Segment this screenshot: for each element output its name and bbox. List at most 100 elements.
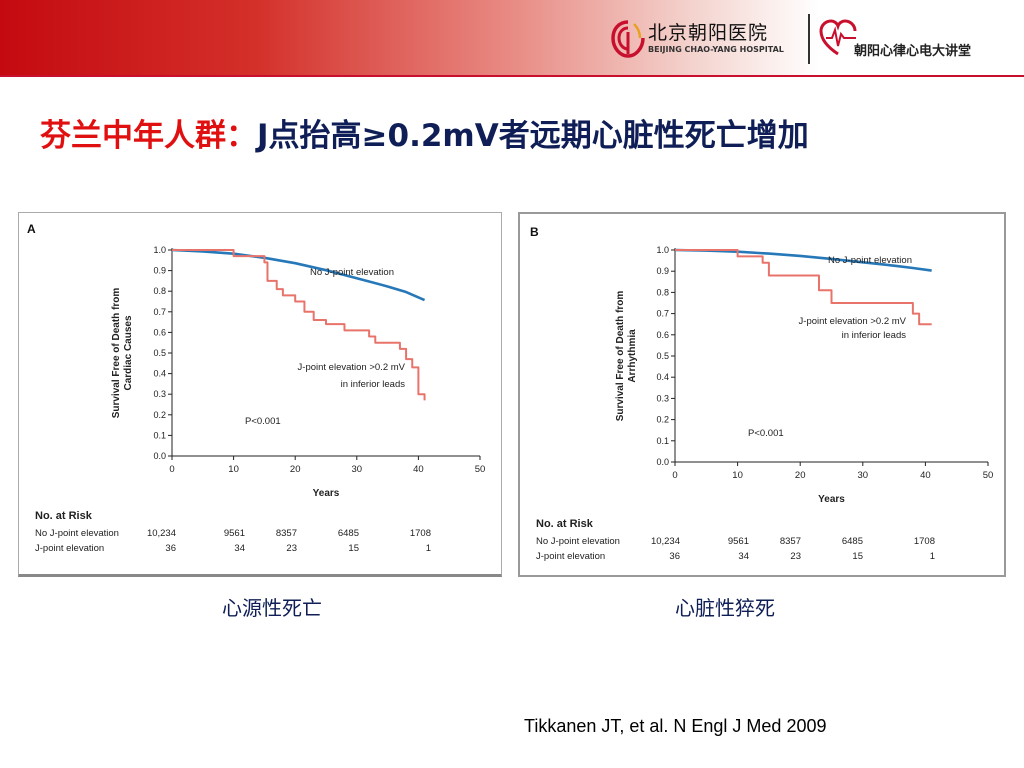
series-label-no-j-elevation: No J-point elevation — [828, 255, 912, 266]
risk-table-cell: 36 — [669, 551, 680, 562]
x-tick-label: 0 — [672, 470, 677, 481]
series-line-no-j-elevation — [674, 248, 932, 272]
risk-table-cell: 9561 — [224, 528, 245, 539]
x-axis-label: Years — [818, 494, 845, 505]
series-label-j-elevation-line1: J-point elevation >0.2 mV — [298, 362, 406, 373]
y-tick-label: 0.2 — [153, 410, 166, 420]
y-tick-label: 1.0 — [656, 245, 669, 255]
risk-table-cell: 10,234 — [651, 536, 680, 547]
panel-letter: A — [27, 222, 36, 236]
y-tick-label: 0.5 — [656, 351, 669, 361]
y-tick-label: 0.3 — [153, 389, 166, 399]
heart-ecg-logo-icon — [819, 19, 857, 56]
x-tick-label: 20 — [290, 464, 301, 475]
slide-title: 芬兰中年人群：J点抬高≥0.2mV者远期心脏性死亡增加 — [40, 110, 809, 155]
y-axis-label: Survival Free of Death fromCardiac Cause… — [111, 288, 134, 419]
risk-table-cell: 8357 — [276, 528, 297, 539]
x-tick-label: 50 — [475, 464, 486, 475]
series-line-no-j-elevation — [171, 248, 426, 302]
x-tick-label: 30 — [352, 464, 363, 475]
y-tick-label: 0.4 — [656, 372, 669, 382]
caption-sudden-death: 心脏性猝死 — [675, 596, 775, 620]
y-tick-label: 0.8 — [153, 286, 166, 296]
risk-table-cell: 1708 — [914, 536, 935, 547]
risk-table-cell: 10,234 — [147, 528, 176, 539]
y-axis-label-line: Arrhythmia — [627, 329, 638, 383]
hospital-logo: 北京朝阳医院 BEIJING CHAO-YANG HOSPITAL — [610, 16, 810, 62]
series-label-j-elevation-line1: J-point elevation >0.2 mV — [799, 316, 907, 327]
risk-table-cell: 34 — [738, 551, 749, 562]
y-axis-label-line: Survival Free of Death from — [111, 288, 122, 419]
chart-a-svg: A 0.0 0.1 0.2 0.3 0.4 0.5 0.6 0.7 0.8 0.9 1.0 0 10 20 3… — [27, 222, 486, 554]
risk-table-cell: 15 — [348, 543, 359, 554]
x-tick-label: 40 — [413, 464, 424, 475]
x-tick-label: 30 — [858, 470, 869, 481]
series-line-j-elevation — [172, 249, 426, 401]
risk-table-cell: 23 — [286, 543, 297, 554]
y-tick-label: 0.7 — [153, 307, 166, 317]
risk-table-cell: 23 — [790, 551, 801, 562]
slide-title-red: 芬兰中年人群： — [40, 118, 257, 154]
y-tick-label: 0.0 — [153, 451, 166, 461]
y-tick-label: 0.6 — [153, 327, 166, 337]
series-label-j-elevation-line2: in inferior leads — [341, 379, 406, 390]
p-value-annotation: P<0.001 — [748, 428, 784, 439]
hospital-logo-icon — [611, 20, 645, 58]
y-tick-label: 0.0 — [656, 457, 669, 467]
panel-letter: B — [530, 225, 539, 239]
caption-cardiac-death: 心源性死亡 — [222, 596, 322, 620]
x-tick-label: 10 — [732, 470, 743, 481]
y-tick-label: 0.9 — [656, 266, 669, 276]
risk-table-title: No. at Risk — [35, 510, 93, 522]
x-tick-label: 10 — [228, 464, 239, 475]
y-tick-label: 0.4 — [153, 369, 166, 379]
series-label-no-j-elevation: No J-point elevation — [310, 267, 394, 278]
y-tick-label: 0.2 — [656, 415, 669, 425]
risk-table-row-label: J-point elevation — [35, 543, 104, 554]
risk-table-cell: 1 — [426, 543, 431, 554]
y-tick-label: 1.0 — [153, 245, 166, 255]
risk-table-cell: 15 — [852, 551, 863, 562]
risk-table-cell: 1708 — [410, 528, 431, 539]
series-label-j-elevation-line2: in inferior leads — [842, 330, 907, 341]
y-axis-label-line: Cardiac Causes — [123, 315, 134, 390]
x-tick-label: 50 — [983, 470, 994, 481]
p-value-annotation: P<0.001 — [245, 416, 281, 427]
risk-table-cell: 6485 — [842, 536, 863, 547]
hospital-name-cn: 北京朝阳医院 — [648, 22, 769, 44]
risk-table-row-label: No J-point elevation — [536, 536, 620, 547]
y-axis-label-line: Survival Free of Death from — [615, 291, 626, 422]
x-tick-label: 0 — [169, 464, 174, 475]
lecture-logo: 朝阳心律心电大讲堂 — [818, 16, 1018, 62]
risk-table-cell: 6485 — [338, 528, 359, 539]
chart-panel-a: A 0.0 0.1 0.2 0.3 0.4 0.5 0.6 0.7 0.8 0.9 1.0 0 10 20 3… — [18, 212, 502, 577]
reference-citation: Tikkanen JT, et al. N Engl J Med 2009 — [524, 716, 827, 736]
x-axis-label: Years — [313, 488, 340, 499]
risk-table-cell: 34 — [234, 543, 245, 554]
logo-separator — [808, 14, 810, 64]
chart-panel-b: B 0.0 0.1 0.2 0.3 0.4 0.5 0.6 0.7 0.8 0.9 1.0 0 10 20 3… — [518, 212, 1006, 577]
y-tick-label: 0.1 — [153, 430, 166, 440]
y-tick-label: 0.8 — [656, 287, 669, 297]
y-tick-label: 0.6 — [656, 330, 669, 340]
y-tick-label: 0.5 — [153, 348, 166, 358]
series-line-j-elevation — [675, 249, 932, 326]
header-divider — [0, 75, 1024, 77]
risk-table-row-label: J-point elevation — [536, 551, 605, 562]
y-tick-label: 0.3 — [656, 393, 669, 403]
risk-table-row-label: No J-point elevation — [35, 528, 119, 539]
hospital-name-en: BEIJING CHAO-YANG HOSPITAL — [648, 45, 784, 54]
y-tick-label: 0.1 — [656, 436, 669, 446]
y-axis-label: Survival Free of Death fromArrhythmia — [615, 291, 638, 422]
risk-table-cell: 8357 — [780, 536, 801, 547]
slide-title-blue: J点抬高≥0.2mV者远期心脏性死亡增加 — [257, 118, 809, 154]
chart-b-svg: B 0.0 0.1 0.2 0.3 0.4 0.5 0.6 0.7 0.8 0.9 1.0 0 10 20 3… — [530, 225, 994, 562]
risk-table-title: No. at Risk — [536, 518, 594, 530]
y-tick-label: 0.7 — [656, 309, 669, 319]
lecture-name: 朝阳心律心电大讲堂 — [854, 44, 972, 59]
risk-table-cell: 9561 — [728, 536, 749, 547]
y-tick-label: 0.9 — [153, 266, 166, 276]
x-tick-label: 20 — [795, 470, 806, 481]
risk-table-cell: 1 — [930, 551, 935, 562]
x-tick-label: 40 — [920, 470, 931, 481]
